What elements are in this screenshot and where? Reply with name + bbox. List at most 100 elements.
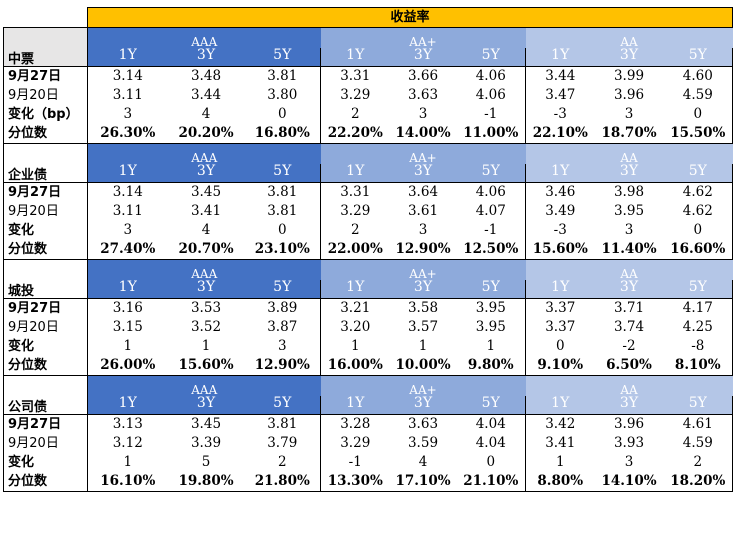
row-label: 9月27日 [3,298,88,318]
rating-group-aaa: AAA [87,143,321,164]
table-cell: 4 [201,105,211,122]
table-cell: -2 [622,337,636,354]
table-cell: 3.48 [190,67,222,84]
table-cell: 3.96 [613,415,645,432]
tenor-header: 3Y [389,396,457,415]
table-row: 变化 3 4 0 2 3 -1 -3 3 0 [3,221,734,240]
row-label: 分位数 [3,240,88,260]
table-cell: 3.41 [190,202,222,219]
section-name: 企业债 [3,164,88,183]
table-cell: 3.41 [545,434,576,451]
table-cell: 0 [456,453,526,472]
table-cell: 4.04 [456,434,526,453]
table-cell: 4 [201,221,211,238]
table-cell: 3.46 [545,183,576,200]
table-cell: 3.29 [340,202,371,219]
table-cell: 20.70% [167,240,245,260]
tenor-header: 5Y [663,280,734,299]
rating-group-aa: AA [525,375,733,396]
table-cell: 3.95 [456,318,526,337]
rating-group-aa-plus: AA+ [320,27,526,48]
table-cell: 5 [201,453,211,470]
table-cell: 3.11 [112,202,143,219]
tenor-header: 1Y [87,164,168,183]
tenor-header-row: 企业债 1Y 3Y 5Y 1Y 3Y 5Y 1Y 3Y 5Y [3,164,734,183]
section-header-row: AAA AA+ AA [3,259,733,280]
table-cell: 4.17 [663,298,734,318]
section-header-row: AAA AA+ AA [3,143,733,164]
table-cell: -8 [663,337,734,356]
table-cell: 4.60 [663,66,734,86]
row-label: 变化 [3,337,88,356]
tenor-header: 1Y [320,48,390,67]
section-corner-cell [3,259,88,280]
table-cell: 3 [123,221,133,238]
tenor-header: 1Y [320,396,390,415]
table-cell: 3.93 [613,434,645,451]
table-cell: 0 [555,337,565,354]
tenor-header: 3Y [594,48,664,67]
table-row: 9月27日 3.14 3.48 3.81 3.31 3.66 4.06 3.44 3.99 4.6… [3,66,734,86]
table-cell: 3.45 [190,415,222,432]
tenor-header: 3Y [389,164,457,183]
table-cell: 22.20% [320,124,390,144]
table-cell: 16.10% [87,472,168,492]
tenor-header: 1Y [320,280,390,299]
tenor-header: 1Y [87,48,168,67]
table-row: 9月20日 3.12 3.39 3.79 3.29 3.59 4.04 3.41 3.93 4.5… [3,434,734,453]
row-label: 9月20日 [3,318,88,337]
table-cell: 3.66 [407,67,439,84]
table-cell: 3.31 [340,183,371,200]
table-cell: 0 [663,105,734,124]
table-cell: 1 [350,337,360,354]
table-cell: 22.00% [320,240,390,260]
table-cell: 3.95 [613,202,645,219]
table-cell: 3.71 [613,299,645,316]
table-cell: -3 [553,221,567,238]
tenor-header: 5Y [244,280,321,299]
table-cell: 3.29 [340,434,371,451]
table-cell: -3 [553,105,567,122]
rating-group-aa: AA [525,27,733,48]
tenor-header: 5Y [663,396,734,415]
table-cell: 3.87 [244,318,321,337]
row-label: 分位数 [3,356,88,376]
table-cell: 14.00% [389,124,457,144]
table-cell: 3.99 [613,67,645,84]
table-cell: 12.90% [244,356,321,376]
row-label: 变化 [3,221,88,240]
table-cell: 3 [624,221,634,238]
table-cell: 4.62 [663,182,734,202]
tenor-header: 3Y [167,396,245,415]
section-name: 中票 [3,48,88,67]
table-cell: 4 [418,453,428,470]
table-cell: 12.90% [389,240,457,260]
table-cell: 3 [418,221,428,238]
table-cell: -1 [456,221,526,240]
table-cell: 20.20% [167,124,245,144]
table-cell: 3 [418,105,428,122]
table-cell: 26.00% [87,356,168,376]
table-cell: 8.10% [663,356,734,376]
tenor-header: 5Y [663,48,734,67]
table-cell: 3 [244,337,321,356]
table-cell: 3.11 [112,86,143,103]
tenor-header-row: 城投 1Y 3Y 5Y 1Y 3Y 5Y 1Y 3Y 5Y [3,280,734,299]
table-cell: 3 [123,105,133,122]
table-cell: 3.47 [545,86,576,103]
table-row: 分位数 26.00% 15.60% 12.90% 16.00% 10.00% 9.80% 9.… [3,356,734,376]
table-row: 分位数 26.30% 20.20% 16.80% 22.20% 14.00% 11.00% 2… [3,124,734,144]
table-cell: 3.14 [112,67,143,84]
row-label: 9月27日 [3,182,88,202]
tenor-header: 3Y [594,396,664,415]
table-cell: 22.10% [525,124,595,144]
table-cell: 3 [624,453,634,470]
table-cell: 3.63 [407,86,439,103]
tenor-header: 1Y [525,396,595,415]
table-cell: 6.50% [594,356,664,376]
table-cell: 3.20 [340,318,371,335]
table-cell: 3.81 [244,202,321,221]
table-cell: 2 [350,105,360,122]
table-cell: 15.50% [663,124,734,144]
table-cell: 4.62 [663,202,734,221]
